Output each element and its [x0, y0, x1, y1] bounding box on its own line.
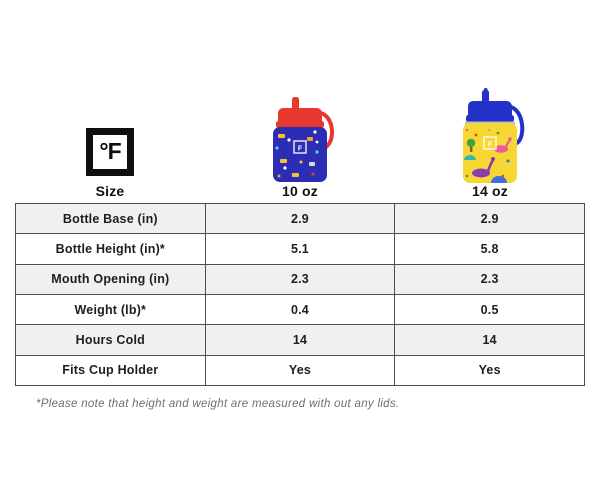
bottle-14oz-icon: F: [463, 88, 525, 183]
cell-14oz: 14: [394, 324, 585, 356]
cell-14oz: 2.9: [394, 202, 585, 235]
row-label: Weight (lb)*: [15, 293, 206, 326]
cell-14oz: 2.3: [394, 263, 585, 295]
cell-14oz: 5.8: [394, 233, 585, 265]
brand-logo-icon: °F: [86, 128, 134, 176]
table-row-weight: Weight (lb)* 0.4 0.5: [15, 293, 585, 326]
bottle-14oz-illustration: F: [455, 88, 525, 190]
brand-logo-text: °F: [99, 137, 121, 164]
cell-10oz: 5.1: [204, 233, 396, 265]
table-row-bottle-height: Bottle Height (in)* 5.1 5.8: [15, 233, 585, 265]
bottle-10oz-logo-letter: F: [298, 146, 303, 153]
row-label: Bottle Height (in)*: [15, 233, 206, 265]
table-row-mouth-opening: Mouth Opening (in) 2.3 2.3: [15, 263, 585, 295]
cell-10oz: 2.3: [204, 263, 396, 295]
cell-10oz: 2.9: [204, 202, 396, 235]
column-header-10oz: 10 oz: [281, 183, 318, 199]
cell-10oz: 14: [204, 324, 396, 356]
cell-10oz: 0.4: [204, 293, 396, 326]
bottle-10oz-icon: F: [273, 97, 335, 182]
bottle-10oz-illustration: F: [265, 96, 335, 189]
spec-table: Bottle Base (in) 2.9 2.9 Bottle Height (…: [15, 202, 585, 387]
table-row-bottle-base: Bottle Base (in) 2.9 2.9: [15, 202, 585, 235]
row-label: Bottle Base (in): [15, 202, 206, 235]
column-header-14oz: 14 oz: [471, 183, 508, 199]
table-row-hours-cold: Hours Cold 14 14: [15, 324, 585, 356]
row-label: Mouth Opening (in): [15, 263, 206, 295]
row-label: Fits Cup Holder: [15, 354, 206, 387]
table-row-fits-cup-holder: Fits Cup Holder Yes Yes: [15, 354, 585, 387]
cell-10oz: Yes: [204, 354, 396, 387]
size-column-header: Size: [95, 183, 125, 199]
row-label: Hours Cold: [15, 324, 206, 356]
footnote: *Please note that height and weight are …: [36, 398, 400, 410]
cell-14oz: Yes: [394, 354, 585, 387]
cell-14oz: 0.5: [394, 293, 585, 326]
bottle-14oz-logo-letter: F: [488, 142, 493, 149]
